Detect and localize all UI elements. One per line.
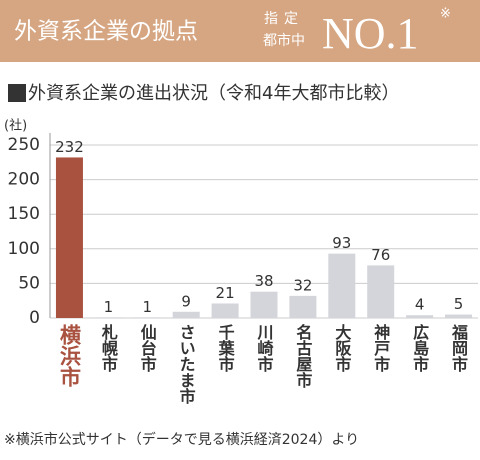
x-tick-label: さいたま市	[177, 324, 196, 405]
bar	[289, 295, 317, 318]
bar	[55, 157, 83, 318]
bar	[211, 303, 239, 318]
y-axis-label: (社)	[4, 118, 27, 134]
footnote: ※横浜市公式サイト（データで見る横浜経済2024）より	[4, 431, 359, 448]
value-label: 1	[142, 298, 152, 316]
bar	[328, 253, 356, 318]
bar	[367, 265, 395, 318]
value-label: 9	[181, 292, 191, 310]
value-label: 38	[254, 272, 273, 290]
x-tick-label: 福岡市	[449, 323, 469, 373]
y-tick-label: 0	[29, 308, 40, 328]
bar	[133, 317, 161, 318]
value-label: 4	[415, 296, 425, 314]
x-tick-label: 名古屋市	[293, 323, 312, 389]
banner-mark: ※	[440, 7, 451, 22]
bar	[406, 315, 434, 318]
banner-rank: NO.1	[322, 9, 419, 58]
chart-title: 外資系企業の進出状況（令和4年大都市比較）	[28, 83, 399, 104]
x-tick-label: 大阪市	[332, 323, 351, 373]
value-label: 21	[216, 284, 235, 302]
banner	[0, 0, 480, 62]
y-tick-label: 250	[8, 135, 40, 155]
x-tick-label: 神戸市	[371, 323, 390, 373]
y-tick-label: 150	[8, 204, 40, 224]
banner-qualifier: 指定	[264, 11, 304, 27]
value-label: 5	[454, 295, 464, 313]
x-tick-label: 千葉市	[216, 324, 236, 373]
value-label: 76	[371, 246, 390, 264]
value-label: 32	[293, 276, 312, 294]
bar	[445, 314, 473, 318]
bar	[250, 291, 278, 318]
title-square	[8, 84, 26, 102]
y-tick-label: 50	[18, 273, 40, 293]
banner-title: 外資系企業の拠点	[14, 19, 198, 45]
value-label: 1	[104, 298, 114, 316]
y-tick-label: 100	[8, 239, 40, 259]
x-tick-label: 札幌市	[99, 323, 119, 373]
y-tick-label: 200	[8, 170, 40, 190]
x-tick-label: 横浜市	[57, 324, 81, 387]
x-tick-label: 仙台市	[138, 323, 157, 373]
bar	[94, 317, 122, 318]
bar	[172, 311, 200, 318]
x-tick-label: 川崎市	[255, 324, 275, 373]
value-label: 93	[332, 234, 351, 252]
x-tick-label: 広島市	[410, 323, 429, 373]
value-label: 232	[55, 138, 84, 156]
banner-qualifier: 都市中	[263, 32, 305, 49]
